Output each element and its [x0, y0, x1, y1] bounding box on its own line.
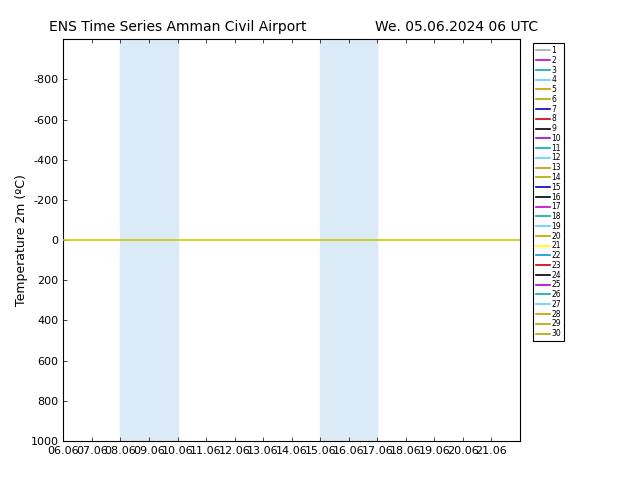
Text: We. 05.06.2024 06 UTC: We. 05.06.2024 06 UTC: [375, 20, 538, 34]
Bar: [120, 39, 178, 441]
Bar: [320, 39, 377, 441]
Text: ENS Time Series Amman Civil Airport: ENS Time Series Amman Civil Airport: [49, 20, 306, 34]
Legend: 1, 2, 3, 4, 5, 6, 7, 8, 9, 10, 11, 12, 13, 14, 15, 16, 17, 18, 19, 20, 21, 22, 2: 1, 2, 3, 4, 5, 6, 7, 8, 9, 10, 11, 12, 1…: [533, 43, 564, 341]
Y-axis label: Temperature 2m (ºC): Temperature 2m (ºC): [15, 174, 28, 306]
